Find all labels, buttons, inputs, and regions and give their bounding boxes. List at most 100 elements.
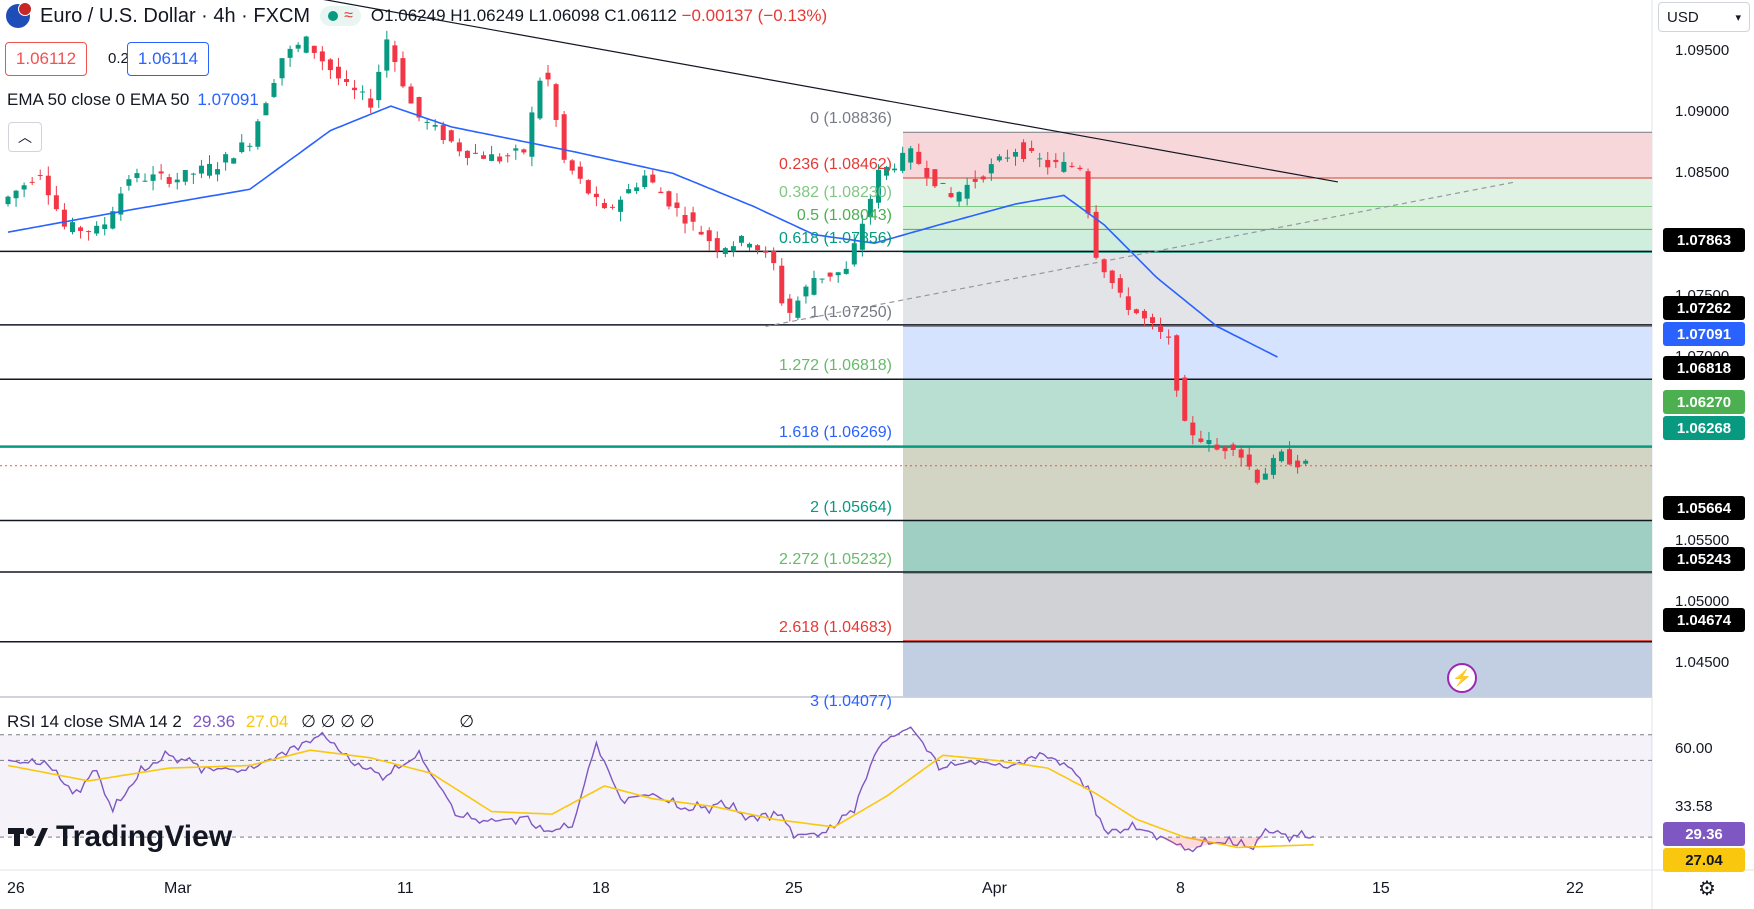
candle-body: [763, 250, 769, 253]
candle-body: [142, 180, 148, 182]
bolt-icon[interactable]: ⚡: [1447, 663, 1477, 693]
candle-body: [851, 243, 857, 265]
candle-body: [279, 58, 285, 79]
candle-body: [690, 212, 696, 222]
candle-body: [1109, 270, 1115, 284]
fib-zone-4: [903, 252, 1652, 327]
candle-body: [924, 168, 930, 178]
brand-name: TradingView: [56, 820, 233, 853]
candle-body: [1141, 310, 1147, 319]
candle-body: [875, 169, 881, 203]
candle-body: [916, 151, 922, 164]
candle-body: [376, 71, 382, 101]
candle-body: [61, 209, 67, 227]
candle-body: [1013, 151, 1018, 157]
candle-body: [1303, 460, 1309, 464]
candle-body: [29, 181, 35, 183]
candle-body: [658, 191, 664, 194]
candle-body: [1117, 278, 1123, 293]
candle-body: [5, 196, 11, 205]
candle-body: [464, 150, 470, 158]
fib-zone-7: [903, 446, 1652, 521]
symbol-title[interactable]: Euro / U.S. Dollar · 4h · FXCM: [40, 4, 311, 27]
sell-button[interactable]: 1.06112: [5, 42, 87, 76]
price-tick: 1.09500: [1675, 42, 1730, 59]
candle-body: [1125, 296, 1131, 310]
candle-body: [843, 268, 849, 274]
fib-label: 0 (1.08836): [810, 110, 892, 128]
market-status[interactable]: ≈: [320, 6, 361, 26]
price-tag: 1.07262: [1663, 296, 1745, 320]
candle-body: [384, 39, 390, 71]
candle-body: [287, 48, 293, 58]
candle-body: [1190, 422, 1196, 436]
candle-body: [980, 176, 986, 180]
fib-zone-2: [903, 206, 1652, 230]
time-label: 11: [397, 880, 414, 897]
price-tick: 1.04500: [1675, 654, 1730, 671]
candle-body: [102, 224, 108, 230]
price-tick: 1.05000: [1675, 592, 1730, 610]
candle-body: [1166, 336, 1172, 338]
candle-body: [738, 235, 744, 243]
close-value: C1.06112: [604, 6, 677, 25]
candle-body: [1021, 142, 1027, 159]
high-value: H1.06249: [450, 6, 524, 25]
candle-body: [1037, 158, 1043, 160]
ema-legend[interactable]: EMA 50 close 0 EMA 50 1.07091: [7, 90, 259, 110]
candle-body: [569, 160, 575, 171]
time-label: 8: [1176, 880, 1185, 897]
candle-body: [13, 190, 19, 199]
price-tag: 1.06270: [1663, 390, 1745, 414]
candle-body: [803, 286, 809, 297]
open-value: O1.06249: [370, 6, 446, 25]
candle-body: [956, 192, 962, 202]
fib-zone-1: [903, 178, 1652, 207]
buy-button[interactable]: 1.06114: [127, 42, 209, 76]
time-label: 15: [1372, 880, 1390, 897]
ema-value: 1.07091: [197, 90, 259, 109]
ema-50-line: [7, 105, 1278, 358]
settings-gear-icon[interactable]: ⚙: [1698, 878, 1716, 900]
candle-body: [53, 195, 59, 210]
tradingview-logo[interactable]: TradingView: [8, 820, 232, 854]
candle-body: [150, 174, 156, 181]
candle-body: [642, 175, 648, 187]
candle-body: [215, 169, 221, 175]
candle-body: [231, 158, 237, 164]
candle-body: [819, 278, 825, 280]
candle-body: [996, 156, 1002, 161]
candle-body: [69, 222, 75, 233]
candle-body: [118, 193, 124, 215]
candle-body: [190, 173, 196, 175]
candle-body: [714, 238, 720, 252]
currency-selector[interactable]: USD ▾: [1658, 2, 1750, 32]
candle-body: [892, 168, 898, 171]
candle-body: [481, 155, 487, 159]
candle-body: [1238, 449, 1244, 458]
candle-body: [126, 179, 132, 186]
symbol-header[interactable]: Euro / U.S. Dollar · 4h · FXCM ≈ O1.0624…: [6, 2, 827, 28]
candle-body: [1262, 473, 1268, 480]
price-tag: 1.06818: [1663, 356, 1745, 380]
price-tag: 1.05243: [1663, 547, 1745, 571]
candle-body: [529, 112, 535, 157]
time-label: Mar: [164, 880, 192, 897]
candle-body: [1077, 167, 1083, 170]
fib-label: 2 (1.05664): [810, 498, 892, 516]
candle-body: [771, 250, 777, 264]
candle-body: [21, 185, 27, 190]
candle-body: [424, 121, 430, 123]
fib-label: 1.618 (1.06269): [779, 424, 892, 442]
candle-body: [730, 246, 736, 252]
fib-zone-3: [903, 229, 1652, 253]
low-value: L1.06098: [528, 6, 600, 25]
rsi-legend[interactable]: RSI 14 close SMA 14 2 29.36 27.04 ∅ ∅ ∅ …: [7, 712, 474, 732]
candle-body: [795, 300, 801, 318]
candle-body: [352, 87, 358, 91]
candle-body: [440, 125, 446, 141]
last-price-value: 1.06112: [1677, 459, 1731, 476]
collapse-legend-button[interactable]: ︿: [8, 122, 42, 152]
ema-label: EMA 50 close 0 EMA 50: [7, 90, 190, 109]
